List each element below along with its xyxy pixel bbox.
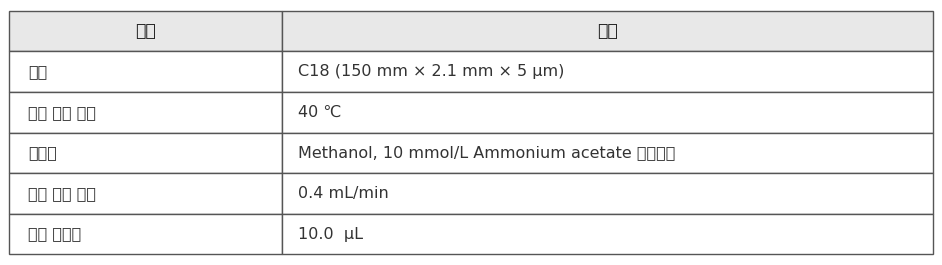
Bar [9, 51, 282, 92]
Text: 콜럴: 콜럴 [28, 64, 48, 79]
Bar [9, 92, 282, 132]
Text: 구분: 구분 [136, 22, 156, 40]
Bar [282, 11, 933, 51]
Text: Methanol, 10 mmol/L Ammonium acetate 완충용액: Methanol, 10 mmol/L Ammonium acetate 완충용… [298, 145, 675, 160]
Text: 조건: 조건 [597, 22, 618, 40]
Text: 0.4 mL/min: 0.4 mL/min [298, 186, 389, 201]
Bar [282, 92, 933, 132]
Text: 10.0  μL: 10.0 μL [298, 227, 363, 242]
Text: C18 (150 mm × 2.1 mm × 5 μm): C18 (150 mm × 2.1 mm × 5 μm) [298, 64, 564, 79]
Text: 이동상: 이동상 [28, 145, 57, 160]
Bar [9, 214, 282, 254]
Bar [282, 132, 933, 173]
Bar [9, 132, 282, 173]
Bar [282, 173, 933, 214]
Text: 시료 주입량: 시료 주입량 [28, 227, 82, 242]
Text: 콜럴 오븐 온도: 콜럴 오븐 온도 [28, 105, 96, 120]
Bar [9, 11, 282, 51]
Bar [282, 51, 933, 92]
Bar [282, 214, 933, 254]
Bar [9, 173, 282, 214]
Text: 40 ℃: 40 ℃ [298, 105, 341, 120]
Text: 용매 이동 속도: 용매 이동 속도 [28, 186, 96, 201]
